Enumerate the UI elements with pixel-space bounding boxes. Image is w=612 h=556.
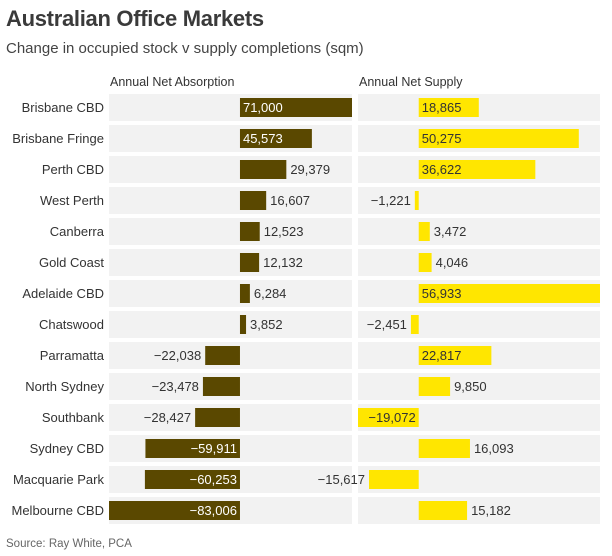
source-note: Source: Ray White, PCA: [6, 538, 132, 550]
category-label-north-sydney: North Sydney: [25, 379, 104, 394]
supply-row-band-melbourne-cbd: [358, 497, 600, 524]
absorption-bar-adelaide-cbd: [239, 284, 250, 303]
absorption-value-label-chatswood: 3,852: [250, 317, 283, 332]
supply-value-label-north-sydney: 9,850: [454, 379, 487, 394]
supply-value-label-perth-cbd: 36,622: [422, 162, 462, 177]
category-label-west-perth: West Perth: [40, 193, 104, 208]
absorption-bar-north-sydney: [202, 377, 240, 396]
supply-value-label-west-perth: −1,221: [371, 193, 411, 208]
category-label-brisbane-fringe: Brisbane Fringe: [12, 131, 104, 146]
absorption-value-label-west-perth: 16,607: [270, 193, 310, 208]
supply-row-band-north-sydney: [358, 373, 600, 400]
supply-row-band-brisbane-cbd: [358, 94, 600, 121]
supply-bar-gold-coast: [418, 253, 432, 272]
supply-value-label-southbank: −19,072: [368, 410, 415, 425]
absorption-row-band-gold-coast: [109, 249, 352, 276]
category-label-melbourne-cbd: Melbourne CBD: [12, 503, 105, 518]
supply-value-label-gold-coast: 4,046: [436, 255, 469, 270]
supply-value-label-parramatta: 22,817: [422, 348, 462, 363]
supply-bar-canberra: [418, 222, 430, 241]
supply-bar-southbank: [358, 408, 419, 427]
supply-bar-adelaide-cbd: [418, 284, 600, 303]
supply-bar-west-perth: [414, 191, 419, 210]
supply-value-label-sydney-cbd: 16,093: [474, 441, 514, 456]
category-label-chatswood: Chatswood: [39, 317, 104, 332]
absorption-bar-parramatta: [205, 346, 240, 365]
absorption-bar-melbourne-cbd: [109, 501, 240, 520]
absorption-value-label-north-sydney: −23,478: [152, 379, 199, 394]
absorption-bar-southbank: [195, 408, 240, 427]
absorption-value-label-canberra: 12,523: [264, 224, 304, 239]
category-label-southbank: Southbank: [42, 410, 105, 425]
absorption-value-label-adelaide-cbd: 6,284: [254, 286, 287, 301]
supply-bar-chatswood: [410, 315, 419, 334]
chart-title: Australian Office Markets: [6, 6, 264, 31]
supply-bar-melbourne-cbd: [418, 501, 468, 520]
absorption-value-label-brisbane-cbd: 71,000: [243, 100, 283, 115]
category-label-canberra: Canberra: [50, 224, 105, 239]
supply-bar-macquarie-park: [369, 470, 419, 489]
supply-bar-sydney-cbd: [418, 439, 470, 458]
category-label-parramatta: Parramatta: [40, 348, 105, 363]
absorption-row-band-adelaide-cbd: [109, 280, 352, 307]
absorption-value-label-southbank: −28,427: [144, 410, 191, 425]
supply-panel-title: Annual Net Supply: [359, 75, 463, 89]
absorption-value-label-melbourne-cbd: −83,006: [190, 503, 237, 518]
category-label-gold-coast: Gold Coast: [39, 255, 104, 270]
supply-row-band-west-perth: [358, 187, 600, 214]
absorption-value-label-perth-cbd: 29,379: [290, 162, 330, 177]
absorption-bar-brisbane-fringe: [239, 129, 312, 148]
category-label-sydney-cbd: Sydney CBD: [30, 441, 104, 456]
category-label-adelaide-cbd: Adelaide CBD: [22, 286, 104, 301]
absorption-row-band-west-perth: [109, 187, 352, 214]
supply-value-label-brisbane-fringe: 50,275: [422, 131, 462, 146]
absorption-bar-brisbane-cbd: [239, 98, 352, 117]
supply-bar-north-sydney: [418, 377, 451, 396]
absorption-row-band-brisbane-fringe: [109, 125, 352, 152]
supply-bar-brisbane-cbd: [418, 98, 479, 117]
absorption-value-label-sydney-cbd: −59,911: [191, 441, 237, 456]
absorption-bar-west-perth: [239, 191, 267, 210]
absorption-bar-sydney-cbd: [145, 439, 240, 458]
category-label-perth-cbd: Perth CBD: [42, 162, 104, 177]
absorption-bar-canberra: [239, 222, 260, 241]
supply-bar-parramatta: [418, 346, 492, 365]
absorption-value-label-gold-coast: 12,132: [263, 255, 303, 270]
supply-value-label-adelaide-cbd: 56,933: [422, 286, 462, 301]
absorption-value-label-brisbane-fringe: 45,573: [243, 131, 283, 146]
supply-value-label-macquarie-park: −15,617: [318, 472, 365, 487]
absorption-bar-chatswood: [239, 315, 247, 334]
absorption-bar-perth-cbd: [239, 160, 287, 179]
absorption-row-band-canberra: [109, 218, 352, 245]
chart-subtitle: Change in occupied stock v supply comple…: [6, 40, 364, 57]
absorption-value-label-macquarie-park: −60,253: [190, 472, 237, 487]
absorption-bar-macquarie-park: [144, 470, 240, 489]
supply-row-band-gold-coast: [358, 249, 600, 276]
supply-value-label-chatswood: −2,451: [367, 317, 407, 332]
absorption-panel-title: Annual Net Absorption: [110, 75, 235, 89]
supply-bar-perth-cbd: [418, 160, 536, 179]
supply-bar-brisbane-fringe: [418, 129, 579, 148]
supply-value-label-canberra: 3,472: [434, 224, 467, 239]
absorption-row-band-chatswood: [109, 311, 352, 338]
supply-row-band-canberra: [358, 218, 600, 245]
absorption-row-band-perth-cbd: [109, 156, 352, 183]
supply-row-band-chatswood: [358, 311, 600, 338]
category-label-brisbane-cbd: Brisbane CBD: [22, 100, 104, 115]
supply-row-band-sydney-cbd: [358, 435, 600, 462]
supply-value-label-melbourne-cbd: 15,182: [471, 503, 511, 518]
category-label-macquarie-park: Macquarie Park: [13, 472, 105, 487]
absorption-bar-gold-coast: [239, 253, 260, 272]
absorption-value-label-parramatta: −22,038: [154, 348, 201, 363]
supply-value-label-brisbane-cbd: 18,865: [422, 100, 462, 115]
